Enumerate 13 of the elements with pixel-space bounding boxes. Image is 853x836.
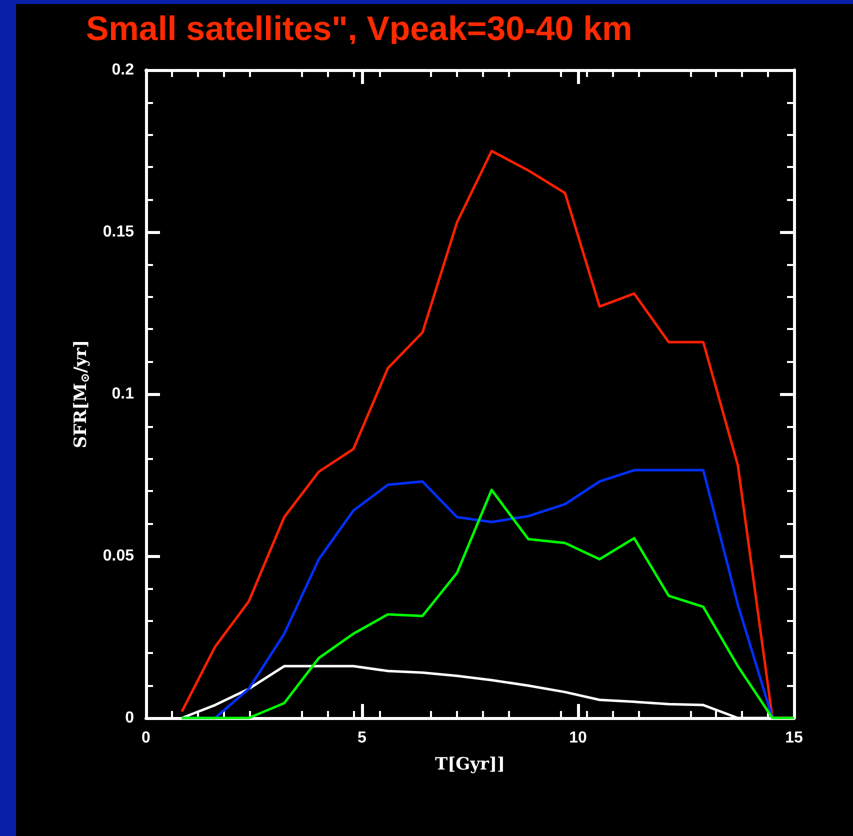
y-tick-label: 0.15 xyxy=(102,224,134,240)
x-tick-label: 5 xyxy=(358,730,367,746)
x-tick-label: 0 xyxy=(142,730,151,746)
x-tick-label: 15 xyxy=(785,730,803,746)
y-tick-label: 0.05 xyxy=(102,548,134,564)
y-tick-label: 0 xyxy=(125,710,134,726)
x-axis-title: T[Gyr]] xyxy=(434,754,506,774)
line-series xyxy=(180,150,774,720)
y-tick-label: 0.1 xyxy=(112,386,134,402)
y-axis-title: SFR[M⊙/yr] xyxy=(71,340,92,448)
chart-title: Small satellites", Vpeak=30-40 km xyxy=(86,10,632,49)
x-tick-label: 10 xyxy=(569,730,587,746)
y-tick-label: 0.2 xyxy=(112,62,134,78)
